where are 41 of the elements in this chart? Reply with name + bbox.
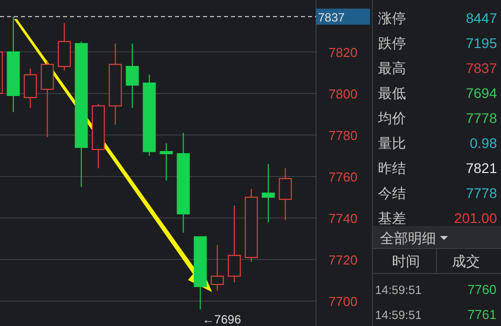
candlestick (262, 164, 275, 223)
y-tick-label: 7720 (328, 252, 358, 268)
candlestick (228, 205, 241, 283)
category-label: 基差 (378, 210, 406, 226)
text: 7195 (466, 35, 497, 51)
text: 7760 (468, 282, 496, 297)
text: 全部明细 (380, 230, 436, 246)
category-label: 跌停 (378, 35, 406, 51)
y-tick-label: 7700 (328, 294, 358, 310)
y-tick-label: 7800 (328, 86, 358, 102)
y-tick-label: 7740 (328, 211, 358, 226)
y-tick-label: 7780 (328, 128, 358, 143)
category-label: 最高 (378, 60, 406, 76)
candlestick (278, 168, 292, 221)
text: 7761 (468, 307, 496, 322)
candlestick (126, 43, 139, 108)
text: 7778 (466, 185, 497, 201)
category-label: 今结 (378, 185, 406, 201)
category-label: 最低 (378, 85, 406, 101)
y-tick-label: 7760 (328, 169, 358, 184)
y-tick-label: 7820 (328, 44, 358, 60)
candlestick (24, 68, 37, 108)
candlestick (160, 142, 173, 182)
category-label: 均价 (377, 110, 406, 126)
text: 7694 (466, 85, 497, 101)
text: 成交 (452, 253, 480, 269)
category-label: 量比 (378, 135, 406, 151)
text: 14:59:51 (375, 308, 422, 322)
text: 7821 (466, 160, 497, 176)
text: 时间 (392, 253, 420, 269)
text: 14:59:51 (375, 283, 422, 297)
text: 0.98 (470, 135, 497, 151)
ref-line-label: 7837 (318, 10, 346, 25)
category-label: 昨结 (378, 160, 406, 176)
text: 8447 (466, 10, 497, 26)
annotation: ←7696 (202, 312, 242, 326)
candlestick (210, 244, 224, 292)
category-label: 涨停 (378, 10, 406, 26)
text: 7778 (466, 110, 497, 126)
text: 201.00 (454, 210, 497, 226)
text: 7837 (466, 60, 497, 76)
